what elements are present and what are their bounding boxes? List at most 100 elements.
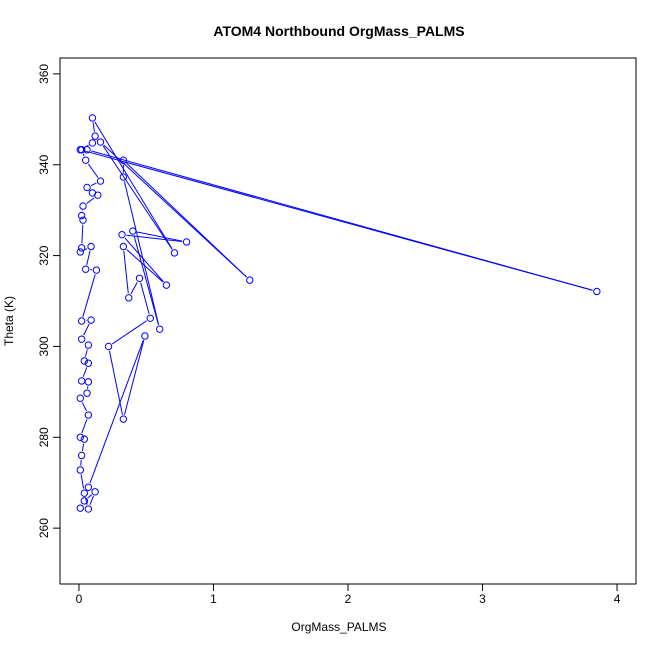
data-point <box>170 249 179 257</box>
series-segment <box>126 234 183 242</box>
series-segment <box>89 340 144 484</box>
series-segment <box>130 282 138 295</box>
x-tick-label: 1 <box>210 592 217 606</box>
data-point <box>77 451 86 460</box>
data-point <box>146 314 154 322</box>
data-point <box>80 497 89 505</box>
x-tick-label: 4 <box>614 592 621 606</box>
series-segment <box>82 274 96 317</box>
data-point <box>77 244 86 252</box>
series-segment <box>84 150 593 291</box>
y-tick-label: 260 <box>37 518 51 538</box>
data-point <box>76 146 85 154</box>
y-tick-label: 340 <box>37 154 51 174</box>
data-point <box>77 317 86 325</box>
series-segment <box>140 282 150 315</box>
y-tick-label: 320 <box>37 245 51 265</box>
series-segment <box>81 443 85 452</box>
data-point <box>119 156 128 164</box>
x-axis: 0 1 2 3 4 <box>76 583 621 606</box>
data-point <box>79 216 87 224</box>
data-point <box>182 238 191 246</box>
data-point <box>96 138 105 146</box>
series-segment <box>94 121 173 250</box>
data-point <box>79 202 87 210</box>
data-point <box>87 316 95 324</box>
data-point <box>80 489 89 497</box>
data-point <box>104 342 113 351</box>
data-point <box>80 357 89 365</box>
data-point <box>91 488 99 496</box>
data-point <box>76 248 85 256</box>
data-point <box>76 504 85 512</box>
series-segment <box>89 495 94 506</box>
data-series <box>76 114 601 513</box>
series-segment <box>126 249 164 283</box>
series-segment <box>80 459 82 466</box>
data-point <box>87 242 95 251</box>
y-axis: 260 280 300 320 340 360 <box>37 64 61 538</box>
series-segment <box>81 224 84 244</box>
x-tick-label: 3 <box>479 592 486 606</box>
data-point <box>129 227 137 235</box>
series-segment <box>133 235 159 325</box>
data-point <box>119 415 128 423</box>
data-point <box>88 189 97 197</box>
data-point <box>84 378 93 386</box>
data-point <box>84 505 93 513</box>
data-point <box>83 389 91 397</box>
series-segment <box>124 340 145 415</box>
y-tick-label: 300 <box>37 336 51 356</box>
series-segment <box>90 182 97 186</box>
y-tick-label: 360 <box>37 64 51 84</box>
series-segment <box>84 497 88 505</box>
data-point <box>88 114 97 122</box>
series-segment <box>112 320 147 345</box>
series-segment <box>87 163 99 178</box>
series-segment <box>81 402 87 412</box>
data-point <box>76 466 85 474</box>
data-point <box>88 139 97 147</box>
data-point <box>77 335 86 343</box>
y-tick-label: 280 <box>37 427 51 447</box>
data-point <box>119 242 128 251</box>
series-segment <box>123 181 160 325</box>
series-segment <box>86 197 95 204</box>
data-point <box>593 287 601 296</box>
data-point <box>246 276 254 284</box>
series-segment <box>123 250 129 294</box>
series-segment <box>86 250 91 265</box>
chart-title: ATOM4 Northbound OrgMass_PALMS <box>213 23 464 39</box>
data-point <box>76 433 85 441</box>
series-segment <box>82 367 88 377</box>
data-point <box>84 483 93 491</box>
data-point <box>81 156 90 164</box>
series-segment <box>137 231 183 242</box>
data-point <box>84 359 93 367</box>
data-point <box>77 211 86 220</box>
series-segment <box>92 122 95 132</box>
series-segment <box>80 474 85 489</box>
data-point <box>119 173 128 181</box>
data-point <box>135 274 144 283</box>
x-tick-label: 0 <box>76 592 83 606</box>
data-point <box>162 281 171 289</box>
data-point <box>141 332 149 340</box>
data-point <box>125 294 133 302</box>
data-point <box>96 177 105 185</box>
series-segment <box>87 494 92 499</box>
data-point <box>80 435 89 443</box>
series-segment <box>84 349 88 357</box>
data-point <box>81 265 90 273</box>
data-point <box>76 394 85 402</box>
series-segment <box>126 162 247 278</box>
data-point <box>155 325 164 333</box>
series-segment <box>81 419 88 434</box>
x-tick-label: 2 <box>345 592 352 606</box>
data-point <box>118 230 126 239</box>
series-segment <box>124 237 164 283</box>
y-axis-label: Theta (K) <box>2 296 16 346</box>
series-segment <box>102 145 173 250</box>
data-point <box>84 341 93 349</box>
data-point <box>92 266 101 274</box>
